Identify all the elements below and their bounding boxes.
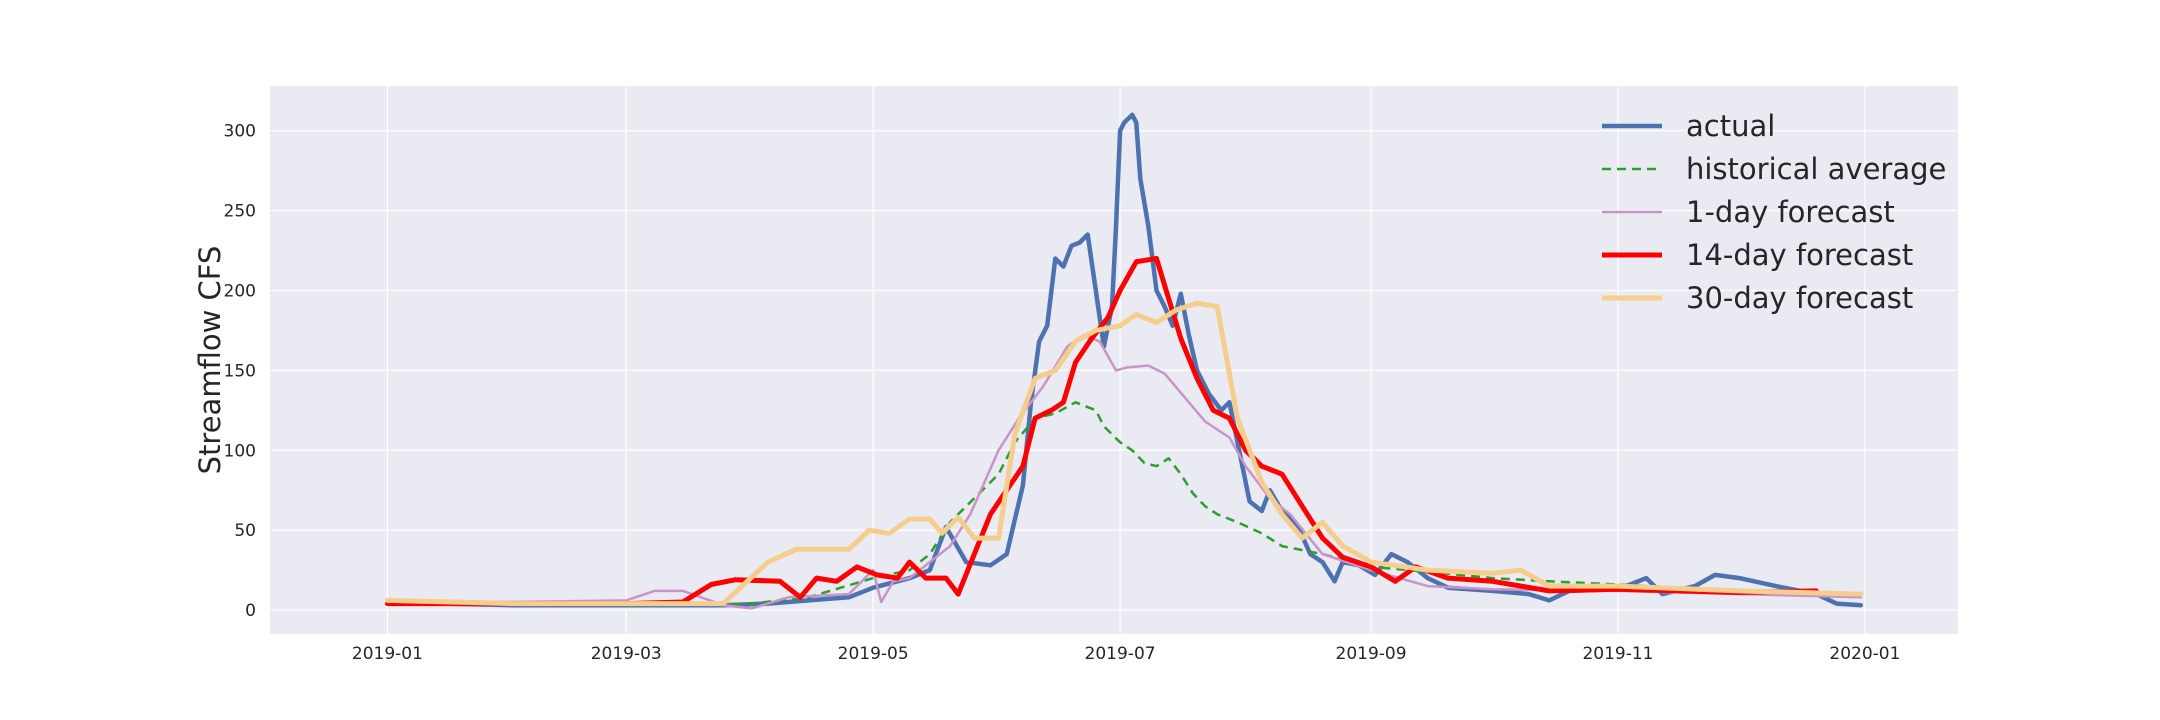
x-tick-label: 2019-03 — [591, 644, 662, 664]
x-tick-label: 2019-09 — [1336, 644, 1407, 664]
x-axis-ticks: 2019-01 2019-03 2019-05 2019-07 2019-09 2019-… — [352, 644, 1901, 664]
y-tick-label: 200 — [224, 282, 256, 302]
legend-label: 1-day forecast — [1686, 195, 1895, 229]
y-tick-label: 50 — [234, 521, 256, 541]
legend-label: actual — [1686, 109, 1775, 143]
legend-label: historical average — [1686, 152, 1946, 186]
x-tick-label: 2019-07 — [1085, 644, 1156, 664]
y-tick-label: 100 — [224, 441, 256, 461]
legend-label: 30-day forecast — [1686, 281, 1913, 315]
plot-background — [270, 86, 1958, 634]
x-tick-label: 2019-11 — [1582, 644, 1653, 664]
legend: actual historical average 1-day forecast 14… — [1602, 109, 1946, 315]
x-tick-label: 2019-05 — [838, 644, 909, 664]
y-axis-ticks: 0 50 100 150 200 250 300 — [224, 122, 256, 621]
grid-lines — [270, 86, 1958, 634]
series-line-4 — [384, 256, 1819, 607]
series-lines — [384, 112, 1864, 610]
series-line-5 — [384, 300, 1864, 607]
x-tick-label: 2020-01 — [1829, 644, 1900, 664]
series-line-1 — [385, 112, 1864, 608]
y-tick-label: 300 — [224, 122, 256, 142]
y-tick-label: 150 — [224, 361, 256, 381]
y-tick-label: 0 — [245, 601, 256, 621]
y-axis-label: Streamflow CFS — [193, 246, 227, 475]
x-tick-label: 2019-01 — [352, 644, 423, 664]
legend-label: 14-day forecast — [1686, 238, 1913, 272]
series-line-3 — [386, 333, 1863, 610]
y-tick-label: 250 — [224, 202, 256, 222]
